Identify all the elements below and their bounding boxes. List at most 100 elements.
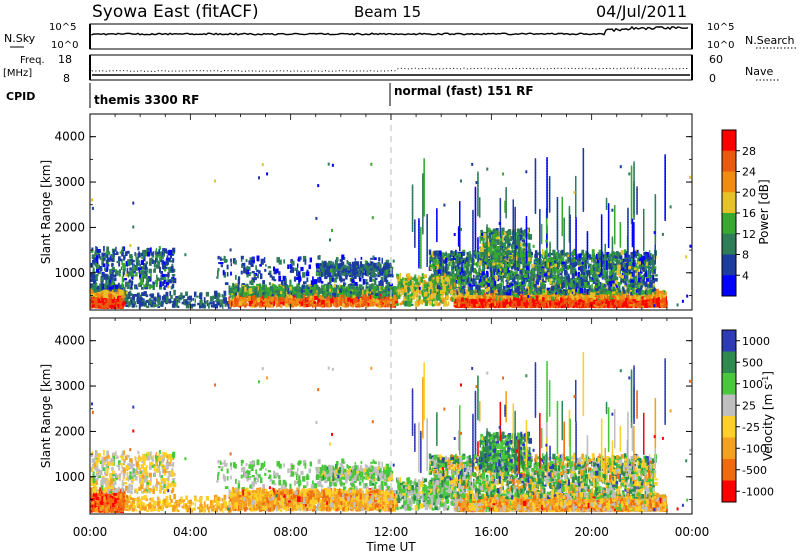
data-cell: [356, 267, 360, 270]
data-cell: [99, 256, 102, 261]
data-cell: [171, 304, 176, 308]
data-cell: [128, 293, 131, 297]
data-cell: [344, 289, 348, 293]
data-cell: [138, 294, 142, 300]
data-cell: [101, 291, 104, 297]
data-cell: [239, 296, 243, 302]
data-cell: [385, 297, 389, 303]
beam-label: Beam 15: [354, 3, 421, 21]
data-cell: [218, 262, 221, 265]
data-cell: [123, 256, 126, 261]
data-cell: [283, 294, 286, 298]
data-cell: [163, 285, 166, 290]
data-cell: [321, 284, 323, 291]
data-cell: [262, 289, 265, 293]
data-cell: [155, 258, 158, 262]
data-cell: [127, 262, 131, 266]
data-cell: [385, 279, 389, 285]
data-cell: [146, 305, 150, 308]
data-cell: [383, 274, 387, 280]
data-cell: [368, 298, 372, 304]
data-cell: [325, 301, 328, 304]
data-cell: [121, 252, 124, 257]
data-cell: [98, 293, 102, 297]
data-cell: [149, 257, 153, 262]
data-cell: [126, 267, 129, 274]
data-cell: [135, 272, 138, 277]
data-cell: [104, 290, 108, 296]
data-cell: [334, 300, 338, 305]
data-cell: [293, 301, 298, 306]
data-cell: [159, 257, 162, 263]
data-cell: [340, 261, 345, 267]
data-cell: [155, 279, 159, 285]
data-cell: [90, 249, 93, 254]
data-cell: [216, 276, 219, 279]
data-cell: [129, 267, 132, 271]
data-cell: [256, 288, 259, 295]
data-cell: [240, 259, 243, 262]
data-cell: [228, 296, 231, 301]
data-cell: [338, 265, 341, 270]
data-cell: [332, 297, 335, 300]
data-cell: [352, 261, 355, 268]
data-cell: [259, 293, 262, 297]
data-cell: [383, 289, 388, 293]
data-cell: [304, 294, 308, 298]
data-cell: [153, 297, 157, 302]
data-cell: [100, 275, 104, 282]
data-cell: [297, 302, 302, 307]
data-cell: [103, 258, 106, 261]
data-cell: [121, 246, 124, 253]
data-cell: [161, 273, 166, 278]
data-cell: [343, 290, 347, 296]
data-cell: [332, 262, 335, 267]
data-cell: [168, 298, 172, 304]
data-cell: [258, 270, 261, 274]
data-cell: [303, 300, 305, 306]
data-cell: [264, 295, 267, 298]
data-cell: [297, 298, 301, 302]
data-cell: [304, 293, 308, 296]
data-cell: [205, 291, 210, 297]
data-cell: [303, 281, 307, 285]
data-cell: [94, 298, 96, 304]
data-cell: [364, 294, 367, 300]
data-cell: [322, 289, 326, 294]
data-cell: [281, 288, 285, 293]
data-cell: [167, 278, 169, 283]
data-cell: [149, 247, 152, 253]
data-cell: [388, 288, 392, 292]
data-cell: [288, 296, 291, 300]
data-cell: [320, 280, 324, 284]
data-cell: [335, 268, 338, 271]
data-cell: [334, 290, 338, 293]
data-cell: [105, 279, 107, 284]
data-cell: [287, 264, 290, 269]
data-cell: [269, 289, 273, 293]
data-cell: [320, 278, 322, 282]
data-cell: [191, 303, 195, 307]
data-cell: [334, 265, 338, 270]
data-cell: [108, 283, 111, 286]
data-cell: [320, 298, 322, 304]
data-cell: [255, 301, 259, 307]
data-cell: [141, 286, 144, 290]
data-cell: [343, 286, 346, 289]
data-cell: [111, 305, 115, 309]
data-cell: [319, 271, 323, 276]
data-cell: [133, 301, 137, 305]
nsky-panel: N.Sky 10^5 10^0 10^5 10^0 N.Search: [4, 22, 798, 51]
data-cell: [314, 284, 318, 290]
data-cell: [304, 258, 307, 265]
data-cell: [90, 288, 93, 295]
data-cell: [282, 290, 286, 294]
data-cell: [100, 301, 105, 306]
data-cell: [224, 301, 227, 307]
data-cell: [232, 258, 236, 264]
data-cell: [143, 302, 147, 306]
data-cell: [395, 301, 398, 304]
data-cell: [101, 283, 104, 290]
data-cell: [112, 294, 115, 299]
data-cell: [309, 257, 313, 263]
